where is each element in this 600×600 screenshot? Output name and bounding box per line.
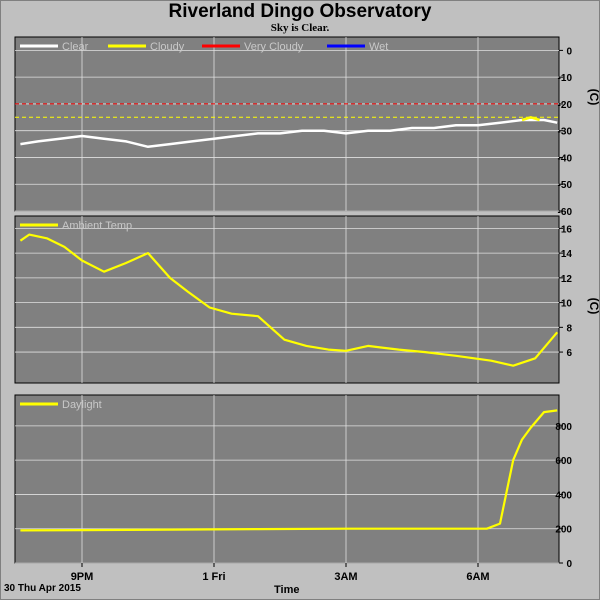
chart-panel-3: 800 600 400 200 0 Daylight xyxy=(14,394,572,570)
y-tick-label: -30 xyxy=(558,127,573,138)
y-tick-label: -50 xyxy=(558,180,573,191)
series-line-cloudy xyxy=(521,116,540,122)
legend-label-daylight: Daylight xyxy=(62,399,102,411)
y-tick-label: -60 xyxy=(558,207,573,218)
legend-label-wet: Wet xyxy=(369,41,388,53)
x-tick-label: 9PM xyxy=(71,571,94,583)
legend-label-ambient-temp: Ambient Temp xyxy=(62,220,132,232)
x-axis-label: Time xyxy=(274,584,300,596)
y-tick-label: 10 xyxy=(561,299,573,310)
chart-panel-1: 0 -10 -20 -30 -40 -50 -60 (C) Clear Cloudy Very Cl… xyxy=(14,36,600,218)
y-tick-label: 14 xyxy=(561,249,573,260)
y-tick-label: 0 xyxy=(566,559,572,570)
y-tick-label: 600 xyxy=(555,456,572,467)
x-tick-label: 1 Fri xyxy=(202,571,225,583)
y-tick-label: 8 xyxy=(566,323,572,334)
y-tick-label: 200 xyxy=(555,525,572,536)
y-tick-label: 16 xyxy=(561,224,573,235)
legend-label-cloudy: Cloudy xyxy=(150,41,185,53)
y-tick-label: -20 xyxy=(558,100,573,111)
y-tick-label: 0 xyxy=(566,46,572,57)
x-tick-label: 6AM xyxy=(466,571,489,583)
series-line-daylight xyxy=(20,409,558,532)
plot-area xyxy=(14,215,560,384)
series-line-clear xyxy=(20,118,558,149)
plot-area xyxy=(14,36,560,212)
y-axis-label: (C) xyxy=(587,89,600,106)
legend-label-clear: Clear xyxy=(62,41,89,53)
x-tick-label: 3AM xyxy=(334,571,357,583)
y-tick-label: -10 xyxy=(558,73,573,84)
series-line-ambient-temp xyxy=(19,233,559,367)
y-tick-label: -40 xyxy=(558,153,573,164)
legend-label-very-cloudy: Very Cloudy xyxy=(244,41,304,53)
plot-area xyxy=(14,394,560,564)
y-tick-label: 400 xyxy=(555,490,572,501)
y-axis-label: (C) xyxy=(587,298,600,315)
y-tick-label: 800 xyxy=(555,422,572,433)
y-tick-label: 12 xyxy=(561,274,573,285)
sky-status: Sky is Clear. xyxy=(270,22,330,34)
page-title: Riverland Dingo Observatory xyxy=(168,1,432,22)
y-tick-label: 6 xyxy=(566,348,572,359)
date-label: 30 Thu Apr 2015 xyxy=(4,583,81,594)
chart-panel-2: 16 14 12 10 8 6 (C) Ambient Temp xyxy=(14,215,600,384)
